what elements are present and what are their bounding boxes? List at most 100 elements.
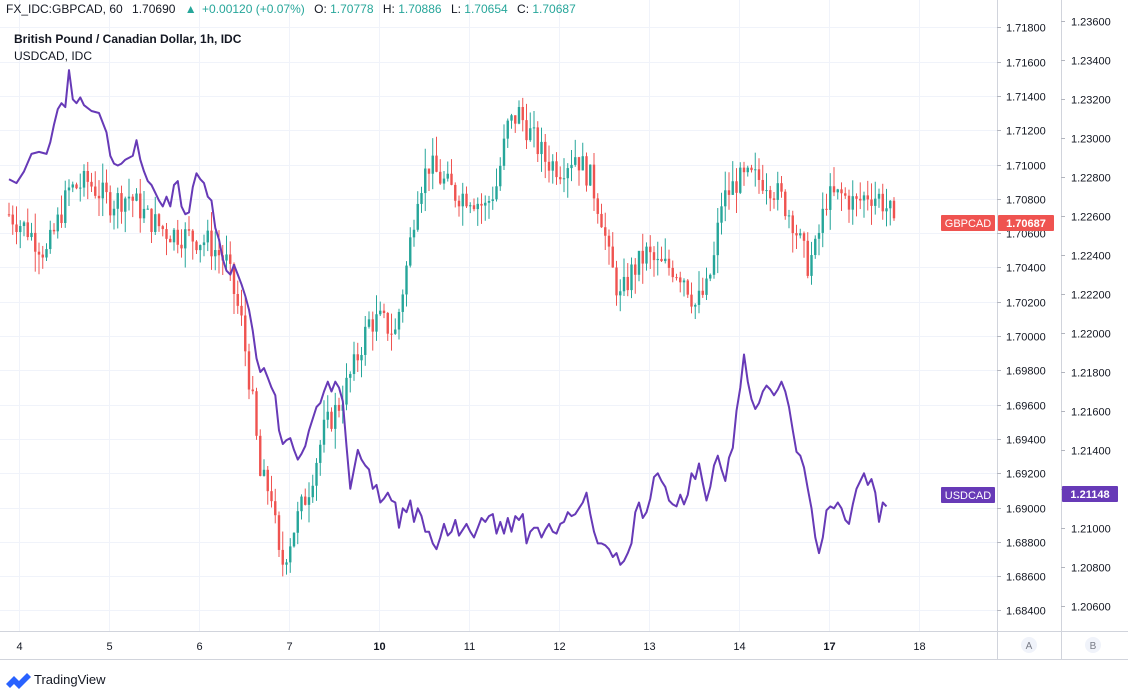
candle-body <box>101 182 104 199</box>
candle-body <box>697 290 701 305</box>
candle-body <box>124 198 127 212</box>
candle-body <box>34 232 37 252</box>
candle-body <box>750 167 753 171</box>
candle-body <box>877 193 881 199</box>
candle-body <box>97 195 101 199</box>
candle-body <box>315 462 318 486</box>
time-axis-label: 13 <box>643 641 655 653</box>
left-axis-label: 1.69800 <box>1006 366 1046 378</box>
high-label: H: <box>383 2 395 16</box>
gbpcad-badge-label: GBPCAD <box>945 218 992 230</box>
candle-body <box>791 215 794 234</box>
candle-body <box>724 190 727 207</box>
candle-body <box>180 244 183 249</box>
candle-body <box>784 191 787 217</box>
candle-body <box>67 187 71 191</box>
left-axis-label: 1.69200 <box>1006 469 1046 481</box>
left-axis-label: 1.68600 <box>1006 572 1046 584</box>
candle-body <box>742 167 746 173</box>
symbol-header: FX_IDC:GBPCAD, 60 1.70690 ▲ +0.00120 (+0… <box>6 2 576 16</box>
candle-body <box>409 237 412 266</box>
close-value: 1.70687 <box>532 2 576 16</box>
candle-body <box>836 189 839 193</box>
candle-body <box>397 311 401 330</box>
candle-body <box>22 222 26 227</box>
candle-body <box>135 193 138 201</box>
candle-body <box>232 263 236 294</box>
right-axis-label: 1.22600 <box>1071 212 1111 224</box>
candle-body <box>889 200 892 209</box>
candle-body <box>364 326 367 355</box>
candle-body <box>161 226 164 230</box>
candle-body <box>600 213 603 228</box>
candle-body <box>26 222 29 238</box>
candle-body <box>547 161 551 171</box>
candle-body <box>626 276 629 291</box>
candle-body <box>202 242 206 246</box>
candle-body <box>472 205 476 210</box>
candle-body <box>885 208 888 212</box>
candle-body <box>510 115 513 121</box>
time-axis-label: 18 <box>913 641 925 653</box>
high-value: 1.70886 <box>398 2 442 16</box>
candle-body <box>847 195 851 210</box>
candle-body <box>439 171 442 184</box>
candle-body <box>394 329 397 334</box>
candle-body <box>71 184 74 188</box>
candle-body <box>859 198 862 201</box>
change-arrow-icon: ▲ <box>185 2 197 16</box>
candle-body <box>769 190 772 199</box>
candle-body <box>266 469 269 492</box>
legend-main-series[interactable]: British Pound / Canadian Dollar, 1h, IDC <box>14 32 242 46</box>
auto-scale-button[interactable]: A <box>1021 637 1037 653</box>
candle-body <box>776 183 779 200</box>
candle-body <box>82 170 86 188</box>
candle-body <box>371 319 374 332</box>
candle-body <box>559 177 562 180</box>
price-axis-gbpcad[interactable]: 1.68400 1.68600 1.68800 1.69000 1.69200 1.694… <box>997 23 1046 618</box>
candle-body <box>484 202 487 206</box>
candle-body <box>630 264 633 291</box>
time-axis-label: 14 <box>733 641 745 653</box>
candle-body <box>60 214 63 224</box>
candle-body <box>540 141 543 155</box>
candle-body <box>405 265 408 295</box>
candle-body <box>694 304 697 307</box>
candle-body <box>521 106 524 121</box>
candle-body <box>862 195 866 201</box>
right-axis-label: 1.21400 <box>1071 446 1111 458</box>
candle-body <box>379 310 382 315</box>
left-axis-label: 1.71600 <box>1006 58 1046 70</box>
candle-body <box>199 245 202 251</box>
candle-body <box>574 157 577 165</box>
left-axis-label: 1.68800 <box>1006 538 1046 550</box>
candle-body <box>367 319 371 327</box>
candle-body <box>15 224 18 233</box>
candle-body <box>49 229 52 250</box>
candle-body <box>146 208 149 210</box>
candle-body <box>619 291 622 296</box>
tradingview-logo[interactable]: TradingView <box>6 672 106 689</box>
price-axis-usdcad[interactable]: 1.206001.208001.210001.212001.214001.216… <box>1061 17 1111 614</box>
candle-body <box>499 165 502 187</box>
candle-body <box>487 201 491 203</box>
candle-body <box>446 173 449 179</box>
usdcad-badge-value: 1.21148 <box>1070 489 1109 501</box>
left-axis-label: 1.70800 <box>1006 195 1046 207</box>
candle-body <box>105 182 108 193</box>
time-axis[interactable]: 4 5 6 7 10 11 12 13 14 17 18 <box>16 641 925 653</box>
candle-body <box>716 222 719 256</box>
candle-body <box>671 267 674 278</box>
candle-body <box>337 404 341 411</box>
candle-body <box>506 120 509 139</box>
candle-body <box>787 215 791 217</box>
log-scale-button[interactable]: B <box>1085 637 1101 653</box>
candle-body <box>761 179 764 191</box>
legend-compare-series[interactable]: USDCAD, IDC <box>14 49 92 63</box>
candle-body <box>844 193 847 196</box>
candle-body <box>765 190 768 192</box>
candle-body <box>604 227 607 236</box>
candle-body <box>172 229 176 243</box>
